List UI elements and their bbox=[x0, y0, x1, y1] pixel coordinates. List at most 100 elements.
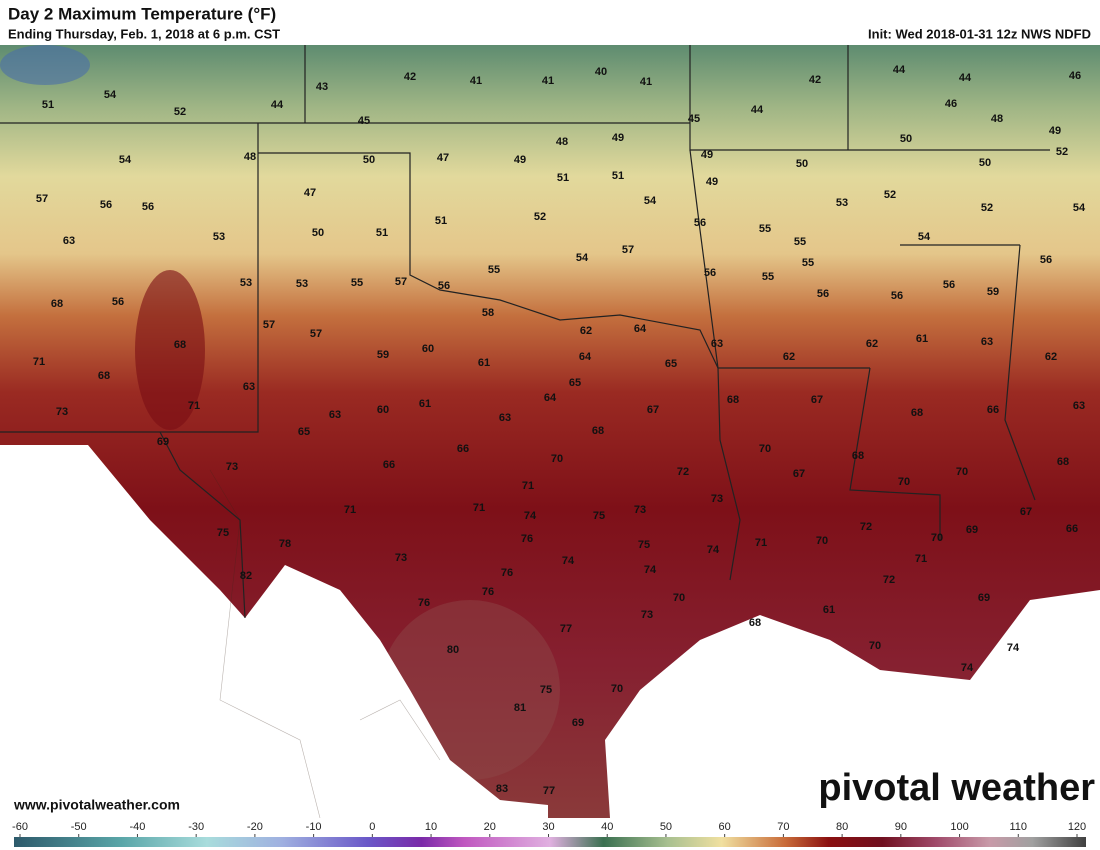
temperature-label: 70 bbox=[816, 535, 828, 547]
temperature-label: 68 bbox=[592, 425, 604, 437]
temperature-label: 55 bbox=[762, 271, 774, 283]
temperature-label: 76 bbox=[521, 533, 533, 545]
temperature-label: 72 bbox=[883, 574, 895, 586]
temperature-label: 54 bbox=[644, 195, 657, 207]
temperature-label: 47 bbox=[304, 187, 316, 199]
temperature-label: 58 bbox=[482, 307, 494, 319]
temperature-label: 74 bbox=[707, 544, 720, 556]
temperature-label: 66 bbox=[457, 443, 469, 455]
colorbar bbox=[14, 837, 1086, 847]
colorbar-tick-label: 50 bbox=[660, 821, 672, 833]
temperature-label: 68 bbox=[852, 450, 864, 462]
temperature-label: 71 bbox=[33, 356, 45, 368]
colorbar-tick-label: 10 bbox=[425, 821, 437, 833]
temperature-label: 70 bbox=[611, 683, 623, 695]
temperature-label: 56 bbox=[112, 296, 124, 308]
temperature-label: 41 bbox=[470, 75, 482, 87]
header-band bbox=[0, 0, 1100, 45]
temperature-label: 54 bbox=[104, 89, 117, 101]
temperature-label: 77 bbox=[560, 623, 572, 635]
temperature-label: 46 bbox=[945, 98, 957, 110]
temperature-label: 72 bbox=[677, 466, 689, 478]
temperature-label: 61 bbox=[823, 604, 835, 616]
colorbar-tick-label: 90 bbox=[895, 821, 907, 833]
temperature-label: 83 bbox=[496, 783, 508, 795]
temperature-label: 56 bbox=[142, 201, 154, 213]
map-title: Day 2 Maximum Temperature (°F) bbox=[8, 4, 276, 23]
temperature-label: 68 bbox=[749, 617, 761, 629]
temperature-label: 73 bbox=[395, 552, 407, 564]
temperature-label: 70 bbox=[931, 532, 943, 544]
temperature-label: 44 bbox=[751, 104, 764, 116]
temperature-label: 73 bbox=[226, 461, 238, 473]
temperature-label: 50 bbox=[900, 133, 912, 145]
temperature-label: 63 bbox=[711, 338, 723, 350]
temperature-label: 80 bbox=[447, 644, 459, 656]
temperature-label: 46 bbox=[1069, 70, 1081, 82]
temperature-label: 52 bbox=[981, 202, 993, 214]
temperature-label: 65 bbox=[298, 426, 310, 438]
temperature-label: 69 bbox=[966, 524, 978, 536]
temperature-label: 74 bbox=[562, 555, 575, 567]
colorbar-tick-label: 30 bbox=[542, 821, 554, 833]
mexico-state-line bbox=[209, 469, 321, 819]
colorbar-tick-label: 0 bbox=[369, 821, 375, 833]
temperature-label: 71 bbox=[522, 480, 534, 492]
temperature-label: 57 bbox=[36, 193, 48, 205]
temperature-label: 65 bbox=[569, 377, 581, 389]
colorbar-tick-label: 20 bbox=[484, 821, 496, 833]
temperature-label: 66 bbox=[383, 459, 395, 471]
temperature-label: 71 bbox=[473, 502, 485, 514]
temperature-label: 69 bbox=[978, 592, 990, 604]
temperature-label: 57 bbox=[310, 328, 322, 340]
temperature-label: 50 bbox=[312, 227, 324, 239]
temperature-label: 74 bbox=[961, 662, 974, 674]
temperature-label: 40 bbox=[595, 66, 607, 78]
temperature-label: 44 bbox=[271, 99, 284, 111]
temperature-label: 62 bbox=[1045, 351, 1057, 363]
temperature-label: 49 bbox=[1049, 125, 1061, 137]
temperature-label: 70 bbox=[956, 466, 968, 478]
temperature-label: 49 bbox=[706, 176, 718, 188]
temperature-label: 67 bbox=[793, 468, 805, 480]
temperature-label: 71 bbox=[188, 400, 200, 412]
temperature-label: 82 bbox=[240, 570, 252, 582]
temperature-label: 56 bbox=[891, 290, 903, 302]
temperature-label: 42 bbox=[809, 74, 821, 86]
temperature-label: 76 bbox=[418, 597, 430, 609]
temperature-label: 53 bbox=[836, 197, 848, 209]
temperature-label: 71 bbox=[755, 537, 767, 549]
temperature-label: 49 bbox=[514, 154, 526, 166]
mountain-cold-area bbox=[0, 45, 90, 85]
colorbar-tick-label: 80 bbox=[836, 821, 848, 833]
website: www.pivotalweather.com bbox=[13, 797, 180, 813]
temperature-label: 56 bbox=[704, 267, 716, 279]
colorbar-tick-label: 100 bbox=[950, 821, 968, 833]
temperature-label: 64 bbox=[634, 323, 647, 335]
temperature-label: 56 bbox=[817, 288, 829, 300]
temperature-label: 71 bbox=[344, 504, 356, 516]
temperature-label: 73 bbox=[641, 609, 653, 621]
temperature-label: 54 bbox=[576, 252, 589, 264]
temperature-label: 63 bbox=[63, 235, 75, 247]
temperature-label: 56 bbox=[943, 279, 955, 291]
temperature-label: 55 bbox=[759, 223, 771, 235]
temperature-label: 51 bbox=[376, 227, 388, 239]
temperature-label: 54 bbox=[1073, 202, 1086, 214]
colorbar-tick-label: 40 bbox=[601, 821, 613, 833]
temperature-label: 57 bbox=[622, 244, 634, 256]
temperature-label: 74 bbox=[524, 510, 537, 522]
temperature-label: 67 bbox=[647, 404, 659, 416]
temperature-label: 51 bbox=[42, 99, 54, 111]
temperature-label: 68 bbox=[727, 394, 739, 406]
temperature-label: 55 bbox=[802, 257, 814, 269]
temperature-label: 44 bbox=[959, 72, 972, 84]
temperature-label: 50 bbox=[363, 154, 375, 166]
temperature-label: 59 bbox=[377, 349, 389, 361]
temperature-label: 64 bbox=[579, 351, 592, 363]
temperature-label: 48 bbox=[244, 151, 256, 163]
gulf-no-data bbox=[605, 590, 1100, 818]
temperature-label: 69 bbox=[157, 436, 169, 448]
temperature-label: 48 bbox=[991, 113, 1003, 125]
